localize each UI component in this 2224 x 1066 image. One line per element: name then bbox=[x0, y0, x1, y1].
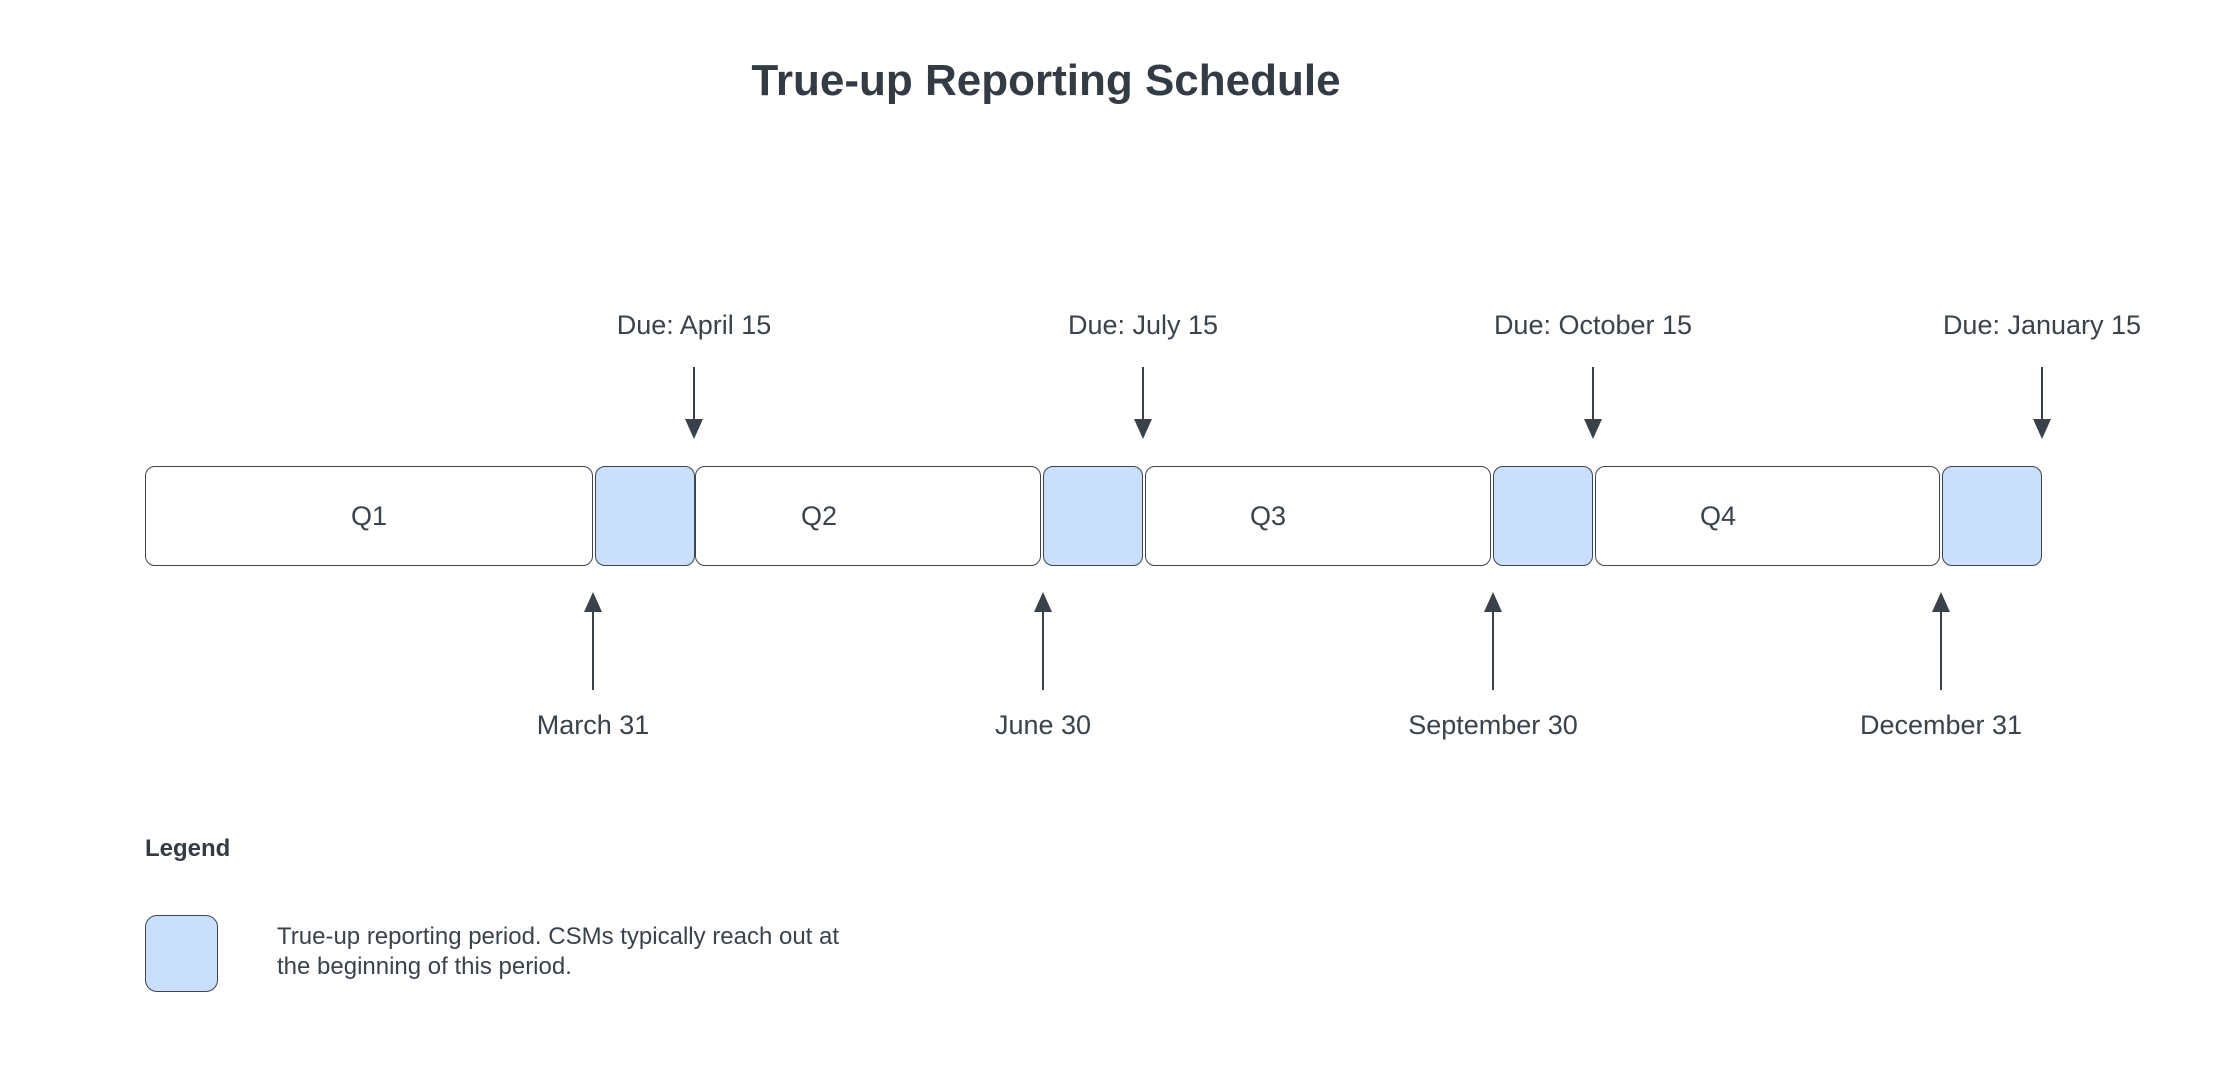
due-date-label-april: Due: April 15 bbox=[616, 310, 772, 340]
arrow-stem bbox=[1042, 610, 1044, 690]
arrow-up-icon bbox=[1931, 592, 1951, 690]
arrow-down-icon bbox=[1583, 367, 1603, 439]
arrow-stem bbox=[1592, 367, 1594, 421]
arrow-head bbox=[584, 592, 602, 612]
due-date-label-october: Due: October 15 bbox=[1493, 310, 1693, 340]
legend-description-line2: the beginning of this period. bbox=[277, 953, 572, 980]
arrow-stem bbox=[693, 367, 695, 421]
quarter-label-q3: Q3 bbox=[1249, 501, 1287, 531]
arrow-up-icon bbox=[1033, 592, 1053, 690]
arrow-head bbox=[1932, 592, 1950, 612]
arrow-stem bbox=[2041, 367, 2043, 421]
arrow-stem bbox=[1142, 367, 1144, 421]
arrow-stem bbox=[1492, 610, 1494, 690]
quarter-label-q1: Q1 bbox=[350, 501, 388, 531]
legend-description: True-up reporting period. CSMs typically… bbox=[277, 922, 839, 982]
quarter-box-q4 bbox=[1595, 466, 1940, 566]
true-up-period-box-q2 bbox=[595, 466, 695, 566]
arrow-up-icon bbox=[1483, 592, 1503, 690]
arrow-head bbox=[1584, 419, 1602, 439]
quarter-end-label-march: March 31 bbox=[536, 710, 650, 740]
due-date-label-january: Due: January 15 bbox=[1942, 310, 2142, 340]
arrow-down-icon bbox=[1133, 367, 1153, 439]
arrow-head bbox=[2033, 419, 2051, 439]
quarter-box-q3 bbox=[1145, 466, 1491, 566]
quarter-box-q1 bbox=[145, 466, 593, 566]
arrow-up-icon bbox=[583, 592, 603, 690]
true-up-period-box-q3 bbox=[1043, 466, 1143, 566]
quarter-label-q4: Q4 bbox=[1699, 501, 1737, 531]
quarter-end-label-june: June 30 bbox=[994, 710, 1092, 740]
legend-description-line1: True-up reporting period. CSMs typically… bbox=[277, 923, 840, 950]
arrow-stem bbox=[592, 610, 594, 690]
true-up-period-box-q1-next bbox=[1942, 466, 2042, 566]
quarter-end-label-december: December 31 bbox=[1859, 710, 2023, 740]
page-title: True-up Reporting Schedule bbox=[751, 56, 1341, 105]
quarter-box-q2 bbox=[695, 466, 1041, 566]
arrow-down-icon bbox=[2032, 367, 2052, 439]
legend-heading: Legend bbox=[145, 835, 231, 862]
quarter-label-q2: Q2 bbox=[800, 501, 838, 531]
arrow-head bbox=[685, 419, 703, 439]
due-date-label-july: Due: July 15 bbox=[1067, 310, 1219, 340]
legend-swatch-true-up-period bbox=[145, 915, 218, 992]
true-up-period-box-q4 bbox=[1493, 466, 1593, 566]
arrow-head bbox=[1034, 592, 1052, 612]
arrow-head bbox=[1484, 592, 1502, 612]
arrow-down-icon bbox=[684, 367, 704, 439]
arrow-stem bbox=[1940, 610, 1942, 690]
quarter-end-label-september: September 30 bbox=[1408, 710, 1578, 740]
arrow-head bbox=[1134, 419, 1152, 439]
